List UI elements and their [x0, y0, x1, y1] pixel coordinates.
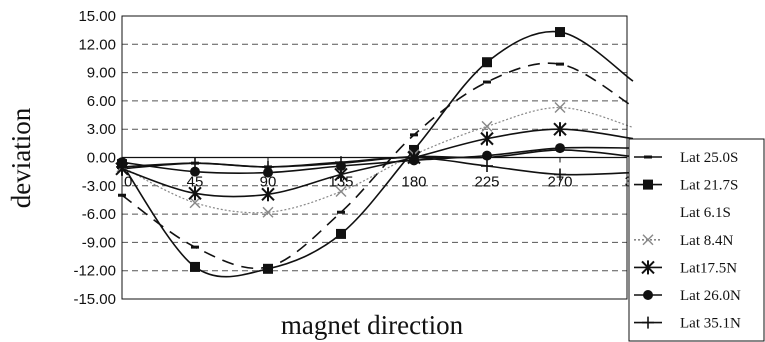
legend-marker: [643, 179, 653, 190]
x-tick-label: 270: [547, 174, 572, 191]
data-point: [190, 166, 200, 177]
legend-label: Lat 25.0S: [680, 150, 738, 166]
legend-marker: [643, 290, 653, 300]
y-tick-label: -15.00: [73, 291, 116, 308]
legend-label: Lat 21.7S: [680, 178, 738, 194]
x-axis-title: magnet direction: [281, 310, 464, 340]
y-tick-label: 12.00: [78, 36, 116, 53]
data-point: [189, 197, 201, 209]
data-point: [190, 261, 200, 272]
x-tick-label: 180: [401, 174, 426, 191]
legend-marker: [642, 316, 654, 329]
series-line-4: [121, 128, 634, 198]
legend-marker: [641, 260, 655, 275]
y-tick-label: 9.00: [87, 65, 116, 82]
series-line-5: [121, 146, 634, 174]
data-point: [409, 144, 419, 155]
legend-label: Lat17.5N: [680, 260, 737, 276]
y-tick-label: -6.00: [82, 206, 116, 223]
legend: Lat 25.0S Lat 21.7S Lat 6.1S Lat 8.4N Lat17.…: [628, 138, 765, 342]
y-tick-label: -12.00: [73, 263, 116, 280]
data-point: [336, 228, 346, 239]
legend-label: Lat 26.0N: [680, 288, 741, 304]
data-point: [262, 206, 274, 218]
data-point: [481, 120, 493, 132]
data-point: [553, 122, 567, 137]
data-point: [262, 160, 274, 173]
series-line-3: [121, 106, 634, 214]
y-tick-label: 6.00: [87, 93, 116, 110]
series-line-2: [121, 62, 634, 269]
data-point: [554, 102, 566, 113]
data-point: [555, 27, 565, 38]
data-point: [554, 168, 566, 181]
y-tick-label: 3.00: [87, 121, 116, 138]
x-tick-label: 0: [124, 174, 132, 191]
y-tick-label: -3.00: [82, 178, 116, 195]
x-tick-label: 90: [260, 174, 277, 191]
data-point: [482, 150, 492, 161]
x-tick-label: 45: [187, 174, 204, 191]
x-tick-label: 225: [474, 174, 499, 191]
y-axis-title: deviation: [6, 107, 36, 208]
series-line-6: [121, 156, 634, 176]
data-point: [335, 185, 347, 197]
series-line-1: [121, 30, 634, 278]
x-tick-label: 135: [328, 174, 353, 191]
data-point: [188, 186, 202, 201]
data-point: [480, 131, 494, 146]
legend-label: Lat 35.1N: [680, 316, 741, 332]
data-point: [261, 187, 275, 202]
data-point: [482, 57, 492, 68]
y-tick-label: -9.00: [82, 234, 116, 251]
data-point: [263, 263, 273, 274]
y-tick-label: 0.00: [87, 150, 116, 167]
y-tick-label: 15.00: [78, 8, 116, 25]
legend-label: Lat 6.1S: [680, 205, 731, 221]
legend-label: Lat 8.4N: [680, 233, 733, 249]
data-point: [555, 143, 565, 154]
legend-marker: [642, 234, 654, 246]
